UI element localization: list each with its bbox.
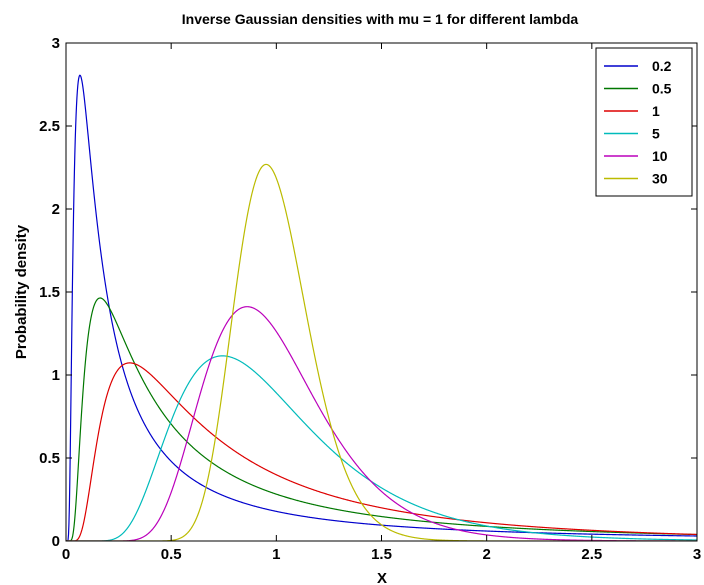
- series-line-0.5: [66, 297, 697, 541]
- y-tick-label: 0: [52, 533, 60, 550]
- x-tick-label: 0.5: [161, 546, 182, 563]
- y-axis-label: Probability density: [13, 224, 30, 359]
- series-line-1: [66, 362, 697, 541]
- x-tick-label: 3: [693, 546, 701, 563]
- y-tick-label: 0.5: [39, 450, 60, 467]
- x-axis-label: X: [377, 570, 387, 585]
- legend-label-5: 5: [652, 126, 660, 142]
- y-tick-label: 1: [52, 367, 60, 384]
- x-tick-label: 2: [482, 546, 490, 563]
- y-tick-label: 2.5: [39, 118, 60, 135]
- x-tick-label: 0: [62, 546, 70, 563]
- series-line-30: [66, 163, 697, 541]
- legend-label-30: 30: [652, 171, 668, 187]
- legend: 0.2 0.5 1 5 10 30: [595, 47, 693, 197]
- legend-label-1: 1: [652, 103, 660, 119]
- y-tick-label: 1.5: [39, 284, 60, 301]
- chart-title: Inverse Gaussian densities with mu = 1 f…: [182, 11, 579, 27]
- legend-box: [595, 47, 693, 197]
- x-tick-label: 1: [272, 546, 280, 563]
- x-tick-label: 1.5: [371, 546, 392, 563]
- series-line-10: [66, 306, 697, 541]
- x-tick-label: 2.5: [581, 546, 602, 563]
- legend-label-0.5: 0.5: [652, 81, 672, 97]
- y-tick-label: 3: [52, 35, 60, 52]
- legend-label-10: 10: [652, 148, 668, 164]
- legend-label-0.2: 0.2: [652, 58, 672, 74]
- y-tick-label: 2: [52, 201, 60, 218]
